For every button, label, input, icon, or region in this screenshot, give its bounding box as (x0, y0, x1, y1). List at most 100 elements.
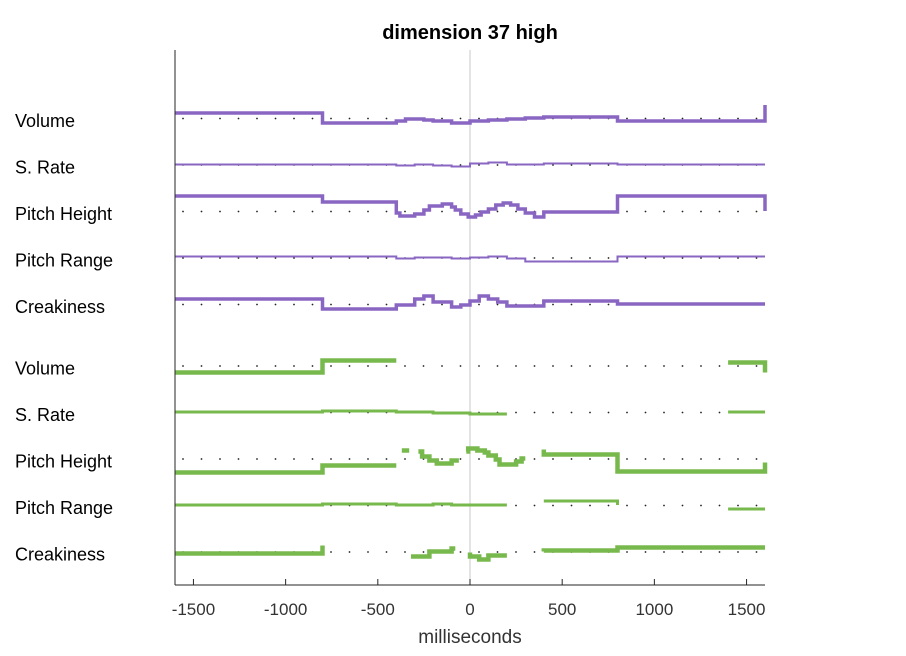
baseline-dot (681, 257, 684, 259)
baseline-dot (385, 303, 388, 306)
baseline-dot (182, 257, 184, 259)
baseline-dot (441, 458, 443, 460)
baseline-dot (274, 117, 277, 120)
baseline-dot (478, 551, 480, 553)
baseline-dot (737, 458, 739, 460)
baseline-dot (459, 164, 462, 166)
baseline-dot (681, 551, 684, 553)
baseline-dot (367, 210, 369, 213)
baseline-dot (496, 257, 499, 259)
baseline-dot (755, 210, 758, 213)
baseline-dot (219, 365, 221, 367)
baseline-dot (237, 210, 240, 213)
baseline-dot (441, 303, 443, 306)
baseline-dot (200, 117, 203, 120)
baseline-dot (348, 257, 351, 259)
baseline-dot (237, 257, 240, 259)
baseline-dot (385, 210, 388, 213)
baseline-dot (533, 365, 536, 367)
x-tick-label: -500 (361, 600, 395, 619)
baseline-dot (478, 117, 480, 120)
baseline-dot (718, 458, 721, 460)
baseline-dot (755, 458, 758, 460)
baseline-dot (182, 365, 184, 367)
series-layer (175, 105, 768, 562)
baseline-dot (718, 117, 721, 120)
series-line (541, 449, 768, 474)
row-label: Volume (15, 111, 75, 131)
baseline-dot (459, 117, 462, 120)
series-line (175, 294, 765, 311)
baseline-dot (367, 365, 369, 367)
baseline-dot (718, 551, 721, 553)
baseline-dot (274, 303, 277, 306)
baseline-dot (237, 303, 240, 306)
baseline-dot (274, 458, 277, 460)
baseline-dot (404, 458, 406, 460)
baseline-dot (311, 458, 314, 460)
baseline-dot (256, 365, 258, 367)
baseline-dot (644, 257, 647, 259)
x-axis: -1500 -1000 -500 0 500 1000 1500 (172, 50, 765, 619)
baseline-dot (496, 164, 499, 166)
baseline-dot (755, 117, 758, 120)
baseline-dot (311, 210, 314, 213)
series-line (175, 358, 397, 375)
series-line (175, 463, 397, 475)
baseline-dot (570, 164, 573, 166)
baseline-dot (737, 257, 739, 259)
baseline-dot (589, 365, 591, 367)
baseline-dot (422, 365, 425, 367)
baseline-dot (200, 365, 203, 367)
baseline-dot (330, 365, 332, 367)
baseline-dot (237, 365, 240, 367)
baseline-dot (385, 365, 388, 367)
baseline-dot (182, 303, 184, 306)
baseline-dot (663, 257, 665, 259)
baseline-dot (293, 117, 295, 120)
series-line (175, 409, 507, 416)
baseline-dot (663, 365, 665, 367)
baseline-dot (459, 551, 462, 553)
baseline-dot (496, 210, 499, 213)
baseline-dot (478, 365, 480, 367)
baseline-dot (348, 458, 351, 460)
baseline-dot (589, 504, 591, 507)
x-tick-label: -1000 (264, 600, 307, 619)
baseline-dot (274, 210, 277, 213)
baseline-dot (589, 257, 591, 259)
baseline-dot (459, 365, 462, 367)
baseline-dot (182, 117, 184, 120)
chart-title: dimension 37 high (382, 22, 558, 44)
baseline-dot (404, 210, 406, 213)
baseline-dot (700, 551, 702, 553)
series-line (467, 552, 507, 562)
series-line (543, 499, 619, 505)
baseline-dot (367, 551, 369, 553)
baseline-dot (644, 210, 647, 213)
baseline-dot (570, 257, 573, 259)
baseline-dot (755, 504, 758, 507)
baseline-dot (404, 551, 406, 553)
row-label: Pitch Height (15, 452, 112, 472)
series-line (175, 194, 767, 219)
baseline-dot (607, 164, 610, 166)
baseline-dot (681, 411, 684, 414)
x-axis-label: milliseconds (418, 627, 521, 648)
baseline-dot (552, 411, 554, 414)
baseline-dot (348, 210, 351, 213)
baseline-dot (330, 551, 332, 553)
series-line (175, 255, 765, 263)
baseline-dot (274, 257, 277, 259)
baseline-dot (552, 365, 554, 367)
baseline-dot (385, 117, 388, 120)
row-label: Volume (15, 359, 75, 379)
series-line (411, 546, 456, 559)
series-line (175, 105, 767, 125)
baseline-dot (533, 257, 536, 259)
baseline-dot (700, 257, 702, 259)
baseline-dot (626, 504, 628, 507)
baseline-dot (552, 303, 554, 306)
baseline-dot (737, 504, 739, 507)
